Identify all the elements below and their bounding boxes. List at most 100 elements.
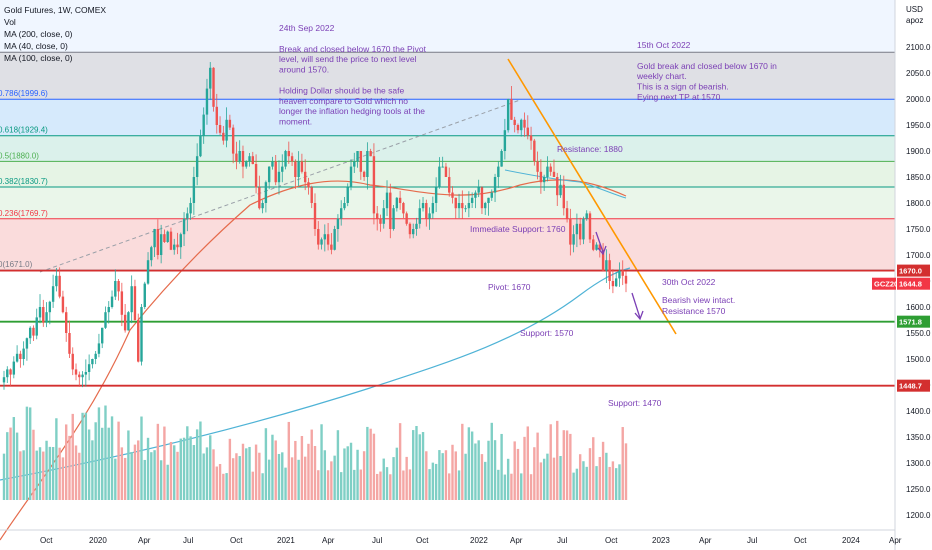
volume-bar (163, 426, 166, 500)
candle-body (78, 374, 81, 378)
volume-bar (284, 467, 287, 500)
volume-bar (110, 416, 114, 500)
candle-body (326, 234, 330, 245)
candle-body (392, 208, 395, 229)
volume-bar (434, 463, 438, 500)
candle-body (9, 369, 12, 375)
volume-bar (493, 440, 497, 500)
candle-body (454, 197, 457, 209)
volume-bar (333, 455, 336, 500)
volume-bar (248, 446, 251, 500)
price-tag-text: 1644.8 (899, 280, 922, 289)
volume-bar (146, 437, 150, 500)
volume-bar (117, 421, 120, 500)
candle-body (212, 67, 215, 107)
candle-body (542, 177, 546, 183)
candle-body (25, 338, 29, 349)
candle-body (104, 312, 107, 328)
candle-body (228, 119, 232, 128)
volume-bar (372, 433, 376, 500)
volume-bar (202, 453, 205, 500)
price-tick: 1550.0 (906, 329, 931, 338)
candle-body (130, 286, 133, 313)
candle-body (333, 229, 336, 250)
candle-body (389, 192, 392, 229)
candle-body (598, 244, 602, 250)
volume-bar (457, 470, 461, 500)
time-tick: Oct (416, 536, 429, 545)
volume-bar (264, 428, 268, 500)
candle-body (562, 184, 565, 209)
fib-band (0, 99, 895, 136)
volume-bar (454, 451, 457, 500)
ma-100-line (0, 179, 627, 541)
volume-bar (28, 407, 32, 500)
fib-label: 0.382(1830.7) (0, 177, 48, 186)
volume-bar (605, 452, 608, 500)
volume-bar (624, 443, 628, 500)
time-tick: Oct (794, 536, 807, 545)
bearish-arrow-small (595, 231, 607, 256)
fib-label: 0(1671.0) (0, 260, 33, 269)
candle-body (61, 296, 65, 313)
volume-indicator-label[interactable]: Vol (4, 17, 16, 27)
volume-bar (330, 461, 333, 500)
fib-band (0, 161, 895, 188)
candle-body (405, 213, 408, 224)
candle-body (176, 244, 179, 248)
time-tick: Jul (747, 536, 757, 545)
fib-label: 0.5(1880.0) (0, 151, 39, 160)
resistance-label: Resistance: 1880 (557, 144, 623, 154)
volume-bar (22, 450, 25, 500)
volume-bar (448, 473, 451, 500)
volume-bar (542, 458, 546, 500)
candle-body (343, 203, 346, 209)
candle-body (173, 244, 176, 250)
candle-body (467, 203, 471, 209)
ma-100-label[interactable]: MA (100, close, 0) (4, 53, 73, 63)
volume-bar (222, 473, 225, 500)
volume-bar (611, 461, 615, 500)
candle-body (117, 281, 120, 292)
volume-bar (520, 473, 523, 500)
price-tag-text: GCZ2022 (874, 280, 907, 289)
price-tag-text: 1571.8 (899, 318, 922, 327)
candle-body (480, 187, 484, 209)
candle-body (199, 135, 202, 157)
price-axis-ticks[interactable]: 2100.0 2050.0 2000.0 1950.0 1900.0 1850.0 1800… (906, 43, 931, 520)
ma-200-label[interactable]: MA (200, close, 0) (4, 29, 73, 39)
volume-bar (398, 423, 402, 500)
volume-bar (51, 447, 55, 500)
candle-body (251, 156, 254, 164)
ma-40-label[interactable]: MA (40, close, 0) (4, 41, 68, 51)
candle-body (146, 260, 150, 284)
candle-body (497, 166, 500, 177)
volume-bar (65, 424, 68, 500)
time-tick: Jul (372, 536, 382, 545)
volume-bar (588, 448, 592, 500)
bearish-arrow-large (631, 292, 644, 321)
annotation-15-oct: 15th Oct 2022 Gold break and closed below… (636, 40, 777, 102)
annotation-line: moment. (279, 117, 312, 127)
volume-bar (271, 434, 274, 500)
time-tick: 2021 (277, 536, 295, 545)
candle-body (500, 151, 503, 167)
volume-bar (123, 457, 127, 500)
time-axis-ticks[interactable]: Oct 2020 Apr Jul Oct 2021 Apr Jul Oct 2022 Apr Jul O… (40, 536, 902, 545)
volume-bar (114, 458, 117, 500)
candle-body (585, 213, 588, 219)
candle-body (143, 283, 146, 307)
candle-body (81, 374, 84, 378)
bearish-label-2: Resistance 1570 (662, 306, 726, 316)
symbol-title[interactable]: Gold Futures, 1W, COMEX (4, 5, 107, 15)
candle-body (614, 278, 618, 287)
candle-body (159, 234, 163, 255)
volume-bar (536, 432, 539, 500)
volume-bar (441, 453, 444, 500)
annotation-line: Holding Dollar should be the safe (279, 85, 404, 95)
candle-body (408, 223, 412, 235)
volume-bar (235, 453, 238, 500)
price-tick: 1200.0 (906, 511, 931, 520)
price-tick: 1850.0 (906, 173, 931, 182)
